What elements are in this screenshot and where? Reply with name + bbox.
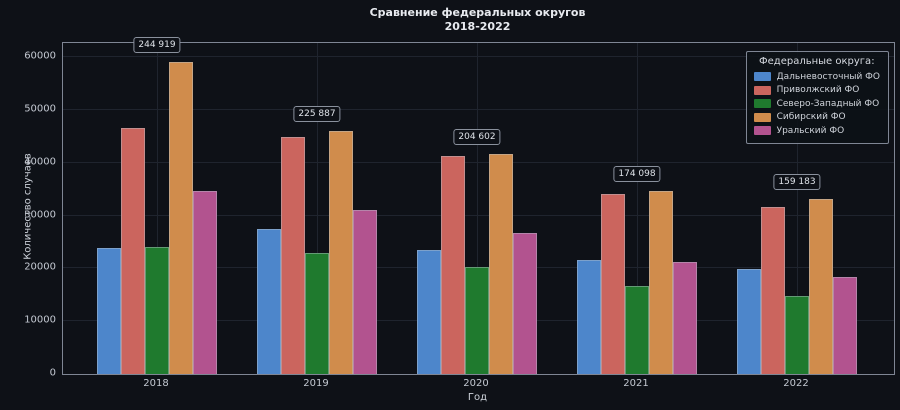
gridline-horizontal	[63, 214, 894, 216]
gridline-horizontal	[63, 108, 894, 110]
legend-label: Приволжский ФО	[776, 85, 860, 96]
bar-Дальневосточный ФО-2022	[737, 268, 761, 374]
gridline-horizontal	[63, 56, 894, 58]
legend-item-Сибирский ФО: Сибирский ФО	[753, 111, 880, 125]
gridline-vertical	[637, 43, 638, 374]
annotation-2022: 159 183	[773, 173, 821, 190]
legend-swatch-icon	[753, 112, 771, 122]
legend-title: Федеральные округа:	[759, 56, 875, 67]
legend-items: Дальневосточный ФО Приволжский ФО Северо-З…	[753, 70, 880, 138]
y-tick-label-60000: 60000	[24, 50, 56, 62]
bar-Дальневосточный ФО-2019	[257, 229, 281, 374]
bar-group-2018	[97, 62, 217, 374]
bar-Северо-Западный ФО-2019	[305, 253, 329, 374]
legend-label: Сибирский ФО	[776, 112, 846, 123]
bar-Приволжский ФО-2020	[441, 156, 465, 374]
chart-title-line2: 2018-2022	[444, 20, 511, 33]
bar-Уральский ФО-2019	[353, 210, 377, 374]
bar-Уральский ФО-2022	[833, 276, 857, 374]
bar-Северо-Западный ФО-2022	[785, 295, 809, 374]
chart-title-line1: Сравнение федеральных округов	[369, 6, 586, 19]
bar-Дальневосточный ФО-2018	[97, 247, 121, 374]
plot-area: Федеральные округа: Дальневосточный ФО Пр…	[62, 37, 895, 375]
bar-Северо-Западный ФО-2020	[465, 267, 489, 374]
bar-Приволжский ФО-2018	[121, 128, 145, 374]
x-tick-label-2022: 2022	[783, 378, 809, 389]
bar-Сибирский ФО-2018	[169, 62, 193, 374]
bar-Сибирский ФО-2021	[649, 191, 673, 374]
bar-Дальневосточный ФО-2021	[577, 259, 601, 374]
x-tick-label-2019: 2019	[303, 378, 329, 389]
x-tick-label-2021: 2021	[623, 378, 649, 389]
legend-swatch-icon	[753, 99, 771, 109]
gridline-vertical	[317, 43, 318, 374]
bar-Приволжский ФО-2021	[601, 193, 625, 374]
bar-Северо-Западный ФО-2021	[625, 286, 649, 374]
legend-label: Уральский ФО	[776, 125, 845, 136]
y-tick-label-20000: 20000	[24, 261, 56, 273]
bar-Приволжский ФО-2022	[761, 207, 785, 374]
annotation-2019: 225 887	[293, 105, 341, 122]
x-tick-label-2018: 2018	[143, 378, 169, 389]
bar-group-2019	[257, 131, 377, 374]
y-tick-label-0: 0	[49, 367, 56, 379]
x-tick-label-2020: 2020	[463, 378, 489, 389]
bar-Сибирский ФО-2019	[329, 131, 353, 374]
x-axis-label: Год	[467, 392, 488, 403]
gridline-vertical	[797, 43, 798, 374]
y-tick-label-30000: 30000	[24, 209, 56, 220]
legend-swatch-icon	[753, 85, 771, 95]
y-tick-label-10000: 10000	[24, 314, 56, 326]
legend-label: Северо-Западный ФО	[776, 98, 880, 109]
bar-Уральский ФО-2020	[513, 232, 537, 374]
bar-group-2020	[417, 154, 537, 374]
legend: Федеральные округа: Дальневосточный ФО Пр…	[745, 51, 889, 144]
bar-Приволжский ФО-2019	[281, 136, 305, 374]
legend-item-Уральский ФО: Уральский ФО	[753, 124, 880, 138]
legend-swatch-icon	[753, 72, 771, 82]
gridline-vertical	[157, 43, 158, 374]
annotation-2021: 174 098	[613, 166, 661, 183]
legend-item-Приволжский ФО: Приволжский ФО	[753, 84, 880, 98]
bar-group-2021	[577, 191, 697, 374]
bar-Уральский ФО-2018	[193, 190, 217, 374]
legend-item-Дальневосточный ФО: Дальневосточный ФО	[753, 70, 880, 84]
bar-Сибирский ФО-2022	[809, 198, 833, 374]
bar-group-2022	[737, 198, 857, 374]
bar-Уральский ФО-2021	[673, 262, 697, 374]
gridline-horizontal	[63, 161, 894, 163]
y-tick-label-40000: 40000	[24, 156, 56, 168]
chart-title: Сравнение федеральных округов 2018-2022	[62, 6, 893, 34]
annotation-2018: 244 919	[133, 37, 181, 54]
bar-Сибирский ФО-2020	[489, 154, 513, 374]
bar-Северо-Западный ФО-2018	[145, 247, 169, 374]
legend-label: Дальневосточный ФО	[776, 71, 880, 82]
gridline-vertical	[477, 43, 478, 374]
y-tick-label-50000: 50000	[24, 103, 56, 115]
legend-swatch-icon	[753, 126, 771, 136]
annotation-2020: 204 602	[453, 129, 501, 146]
bar-Дальневосточный ФО-2020	[417, 250, 441, 374]
legend-item-Северо-Западный ФО: Северо-Западный ФО	[753, 97, 880, 111]
